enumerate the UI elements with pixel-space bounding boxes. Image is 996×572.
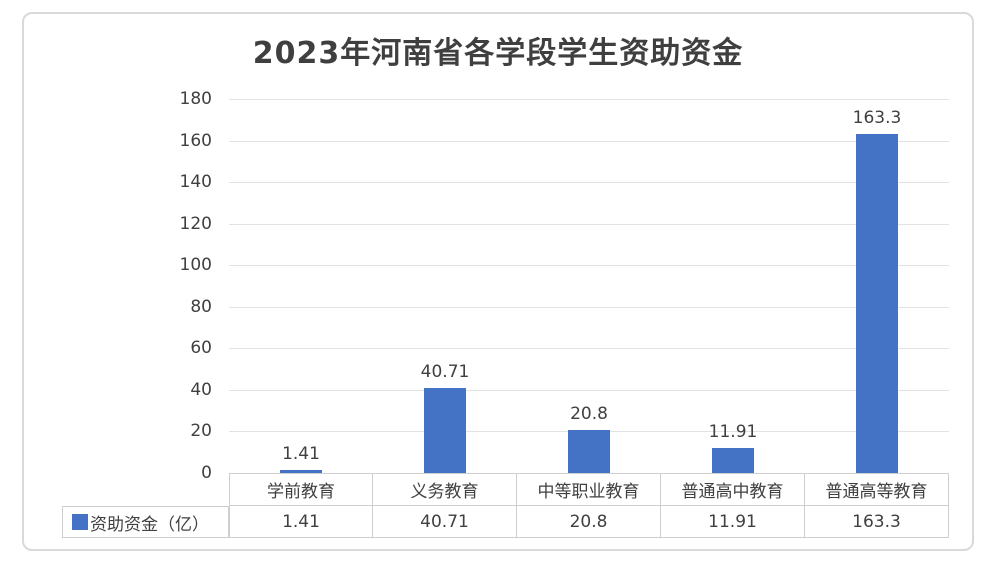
y-gridline [229, 265, 949, 267]
table-header-cell: 普通高等教育 [805, 473, 949, 506]
legend-cell: 资助资金（亿） [62, 506, 229, 538]
bar-中等职业教育 [568, 429, 610, 473]
table-header-cell: 普通高中教育 [661, 473, 805, 506]
y-axis-tick-label: 20 [190, 421, 212, 442]
bar-普通高等教育 [856, 133, 898, 473]
y-axis-tick-label: 160 [179, 130, 212, 151]
bar-value-label: 11.91 [708, 422, 758, 443]
table-value-cell: 1.41 [229, 506, 373, 538]
y-gridline [229, 140, 949, 142]
bar-value-label: 20.8 [570, 403, 608, 424]
table-header-cell: 中等职业教育 [517, 473, 661, 506]
y-axis-tick-label: 120 [179, 213, 212, 234]
y-axis-tick-label: 180 [179, 89, 212, 109]
y-gridline [229, 348, 949, 350]
y-axis-tick-label: 140 [179, 172, 212, 193]
bar-学前教育 [280, 470, 322, 473]
bar-普通高中教育 [712, 448, 754, 473]
y-gridline [229, 182, 949, 184]
y-gridline [229, 99, 949, 100]
bar-义务教育 [424, 388, 466, 473]
table-value-cell: 40.71 [373, 506, 517, 538]
y-gridline [229, 306, 949, 308]
y-gridline [229, 389, 949, 391]
legend-label: 资助资金（亿） [90, 514, 209, 535]
table-header-cell: 学前教育 [229, 473, 373, 506]
table-value-cell: 11.91 [661, 506, 805, 538]
y-axis-tick-label: 40 [190, 379, 212, 400]
y-axis-tick-label: 100 [179, 255, 212, 276]
bar-value-label: 1.41 [282, 444, 320, 465]
y-axis-tick-label: 0 [201, 463, 212, 483]
table-header-cell: 义务教育 [373, 473, 517, 506]
table-value-cell: 163.3 [805, 506, 949, 538]
table-value-cell: 20.8 [517, 506, 661, 538]
y-gridline [229, 223, 949, 225]
legend-swatch-icon [72, 514, 88, 530]
y-axis-tick-label: 80 [190, 296, 212, 317]
y-axis-tick-label: 60 [190, 338, 212, 359]
bar-value-label: 40.71 [420, 362, 470, 383]
chart-frame [22, 12, 974, 551]
bar-value-label: 163.3 [852, 107, 902, 128]
chart-title: 2023年河南省各学段学生资助资金 [252, 36, 744, 71]
